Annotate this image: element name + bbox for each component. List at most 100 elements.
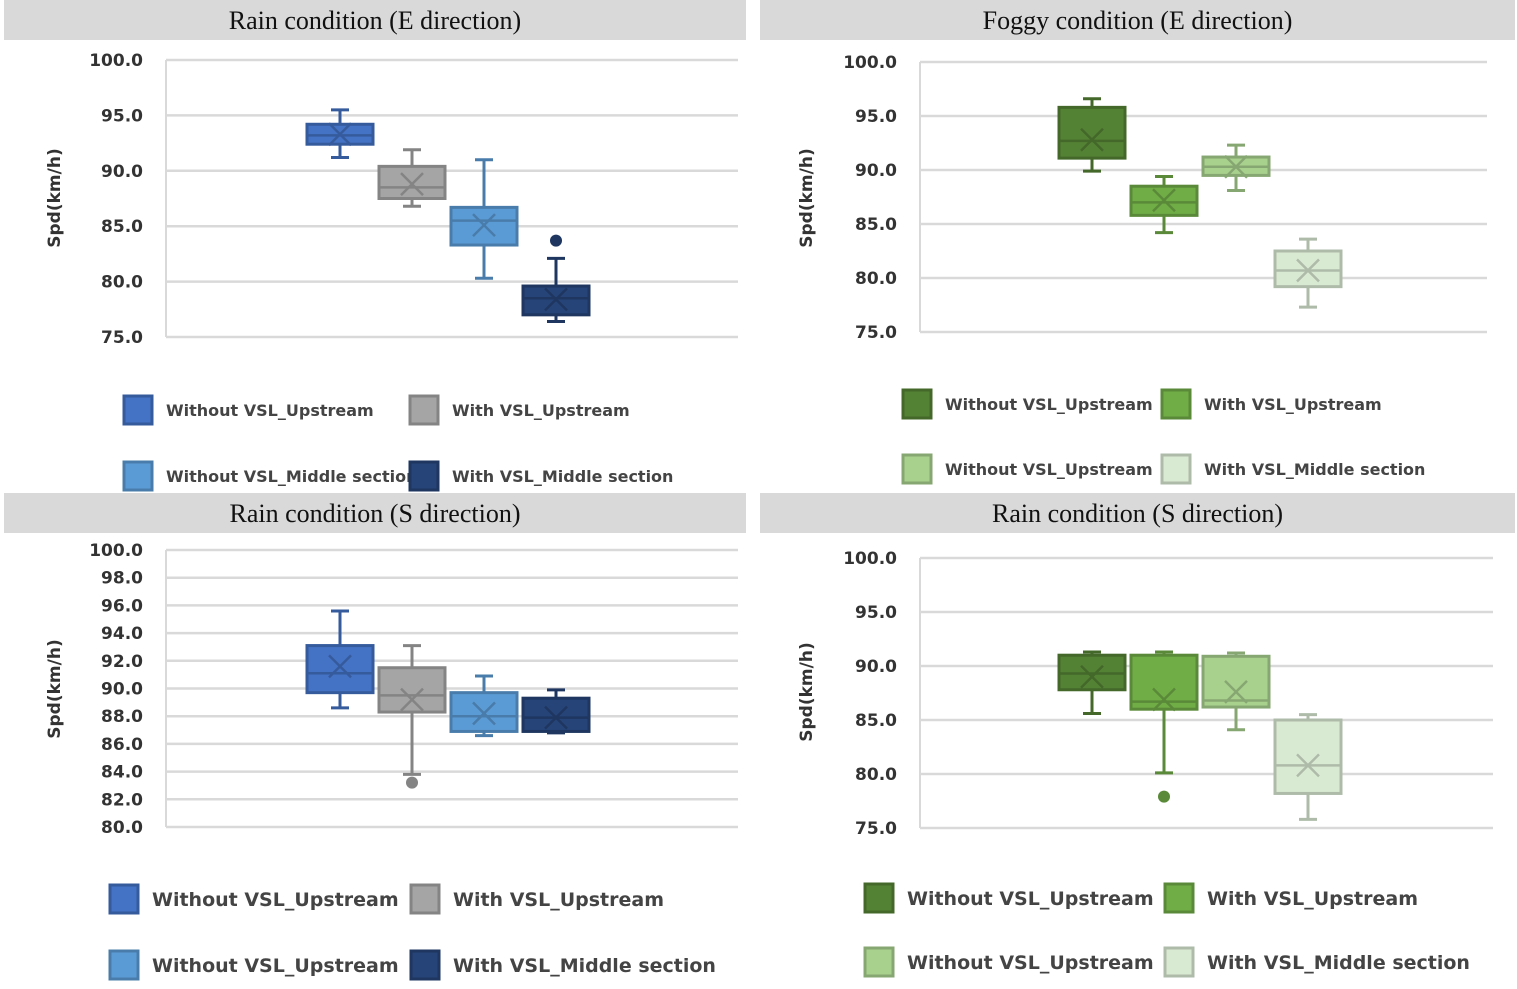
legend-label: Without VSL_Upstream: [166, 401, 374, 420]
mean-marker: [544, 705, 568, 730]
legend-swatch: [863, 882, 895, 914]
y-tick-label: 98.0: [101, 569, 143, 589]
y-tick-label: 100.0: [89, 51, 143, 71]
y-tick-label: 90.0: [855, 161, 897, 181]
y-tick-label: 95.0: [855, 107, 897, 127]
box: [521, 696, 591, 733]
y-tick-label: 95.0: [855, 603, 897, 623]
legend-swatch: [408, 460, 440, 492]
chart-panel-foggy-e: Foggy condition (E direction) Spd(km/h) 1…: [760, 0, 1515, 492]
legend-swatch: [1163, 946, 1195, 978]
y-tick-label: 80.0: [855, 269, 897, 289]
box: [1273, 718, 1343, 795]
y-tick-label: 100.0: [843, 549, 897, 569]
legend-label: Without VSL_Upstream: [907, 888, 1154, 910]
y-tick-label: 96.0: [101, 596, 143, 616]
y-tick-label: 90.0: [101, 680, 143, 700]
box: [1201, 654, 1271, 709]
legend-swatch: [408, 394, 440, 426]
y-tick-label: 75.0: [855, 819, 897, 839]
y-tick-label: 80.0: [101, 273, 143, 293]
legend-swatch: [901, 453, 933, 485]
legend-label: Without VSL_Upstream: [907, 952, 1154, 974]
legend-label: With VSL_Middle section: [1207, 952, 1470, 974]
mean-marker: [472, 213, 496, 237]
mean-marker: [1152, 687, 1176, 712]
chart-title: Foggy condition (E direction): [760, 0, 1515, 40]
legend-swatch: [901, 388, 933, 420]
y-tick-label: 100.0: [89, 541, 143, 561]
legend-label: With VSL_Upstream: [452, 401, 630, 420]
mean-marker: [1224, 680, 1248, 704]
box-plot-rain-s-left: Spd(km/h) 100.0 98.0 96.0 94.0 92.0 90.0 88.0 86…: [45, 541, 738, 981]
mean-marker: [472, 701, 496, 726]
mean-marker: [1296, 258, 1320, 283]
chart-title: Rain condition (S direction): [760, 493, 1515, 533]
y-axis-label: Spd(km/h): [45, 148, 65, 247]
y-tick-label: 85.0: [101, 217, 143, 237]
box-plot-foggy-e: Spd(km/h) 100.0 95.0 90.0 85.0 80.0 75.0 Withou…: [797, 53, 1487, 485]
box-plot-rain-e: Spd(km/h) 100.0 95.0 90.0 85.0 80.0 75.0 Withou…: [45, 51, 738, 492]
legend-swatch: [122, 394, 154, 426]
box: [305, 644, 375, 695]
legend-label: With VSL_Upstream: [1207, 888, 1418, 910]
legend-label: With VSL_Middle section: [453, 955, 716, 977]
y-tick-label: 85.0: [855, 215, 897, 235]
chart-panel-rain-s-right: Rain condition (S direction) Spd(km/h) 10…: [760, 493, 1515, 989]
y-axis-label: Spd(km/h): [45, 639, 65, 738]
legend-label: Without VSL_Middle section: [166, 467, 417, 486]
y-tick-label: 75.0: [101, 328, 143, 348]
legend-label: Without VSL_Upstream: [152, 955, 399, 977]
box: [1057, 105, 1127, 160]
legend-swatch: [409, 883, 441, 915]
y-tick-label: 82.0: [101, 790, 143, 810]
legend-label: Without VSL_Upstream: [152, 889, 399, 911]
legend-swatch: [1163, 882, 1195, 914]
legend-label: With VSL_Upstream: [453, 889, 664, 911]
outlier-point: [1158, 790, 1170, 803]
legend-label: With VSL_Upstream: [1204, 395, 1382, 414]
y-tick-label: 80.0: [855, 765, 897, 785]
legend-swatch: [108, 883, 140, 915]
mean-marker: [400, 687, 424, 712]
legend-swatch: [1160, 453, 1192, 485]
legend-label: Without VSL_Upstream: [945, 395, 1153, 414]
legend-label: With VSL_Middle section: [452, 467, 673, 486]
y-tick-label: 90.0: [855, 657, 897, 677]
y-tick-label: 94.0: [101, 624, 143, 644]
y-tick-label: 100.0: [843, 53, 897, 73]
chart-title: Rain condition (E direction): [4, 0, 746, 40]
y-tick-label: 95.0: [101, 106, 143, 126]
y-tick-label: 86.0: [101, 735, 143, 755]
y-axis-label: Spd(km/h): [797, 642, 817, 741]
y-axis-label: Spd(km/h): [797, 148, 817, 247]
mean-marker: [1296, 753, 1320, 778]
legend-label: With VSL_Middle section: [1204, 460, 1425, 479]
mean-marker: [1152, 188, 1176, 213]
legend-label: Without VSL_Upstream: [945, 460, 1153, 479]
mean-marker: [328, 654, 352, 679]
y-tick-label: 92.0: [101, 652, 143, 672]
legend-swatch: [1160, 388, 1192, 420]
mean-marker: [1080, 664, 1104, 689]
y-tick-label: 90.0: [101, 162, 143, 182]
mean-marker: [1080, 127, 1104, 152]
legend-swatch: [863, 946, 895, 978]
outlier-point: [406, 776, 418, 789]
box-plot-rain-s-right: Spd(km/h) 100.0 95.0 90.0 85.0 80.0 75.0 Withou…: [797, 549, 1493, 978]
box: [377, 666, 447, 714]
outlier-point: [550, 234, 562, 247]
y-tick-label: 88.0: [101, 707, 143, 727]
mean-marker: [544, 287, 568, 312]
mean-marker: [1224, 154, 1248, 179]
legend-swatch: [108, 949, 140, 981]
legend-swatch: [122, 460, 154, 492]
chart-panel-rain-s-left: Rain condition (S direction) Spd(km/h) 10…: [4, 493, 746, 989]
mean-marker: [328, 122, 352, 147]
chart-title: Rain condition (S direction): [4, 493, 746, 533]
y-tick-label: 85.0: [855, 711, 897, 731]
mean-marker: [400, 172, 424, 196]
y-tick-label: 80.0: [101, 818, 143, 838]
y-tick-label: 84.0: [101, 763, 143, 783]
y-tick-label: 75.0: [855, 323, 897, 343]
